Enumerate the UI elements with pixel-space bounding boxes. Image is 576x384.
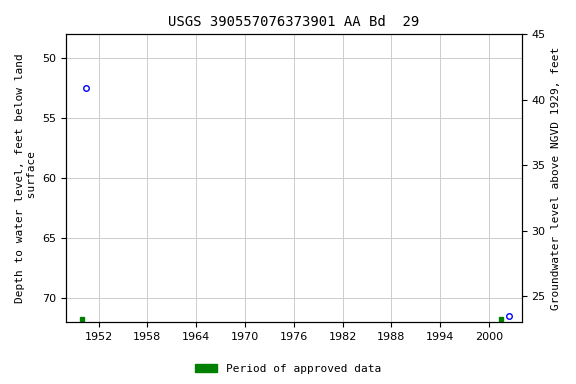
Y-axis label: Groundwater level above NGVD 1929, feet: Groundwater level above NGVD 1929, feet — [551, 47, 561, 310]
Title: USGS 390557076373901 AA Bd  29: USGS 390557076373901 AA Bd 29 — [168, 15, 419, 29]
Y-axis label: Depth to water level, feet below land
 surface: Depth to water level, feet below land su… — [15, 53, 37, 303]
Legend: Period of approved data: Period of approved data — [191, 359, 385, 379]
